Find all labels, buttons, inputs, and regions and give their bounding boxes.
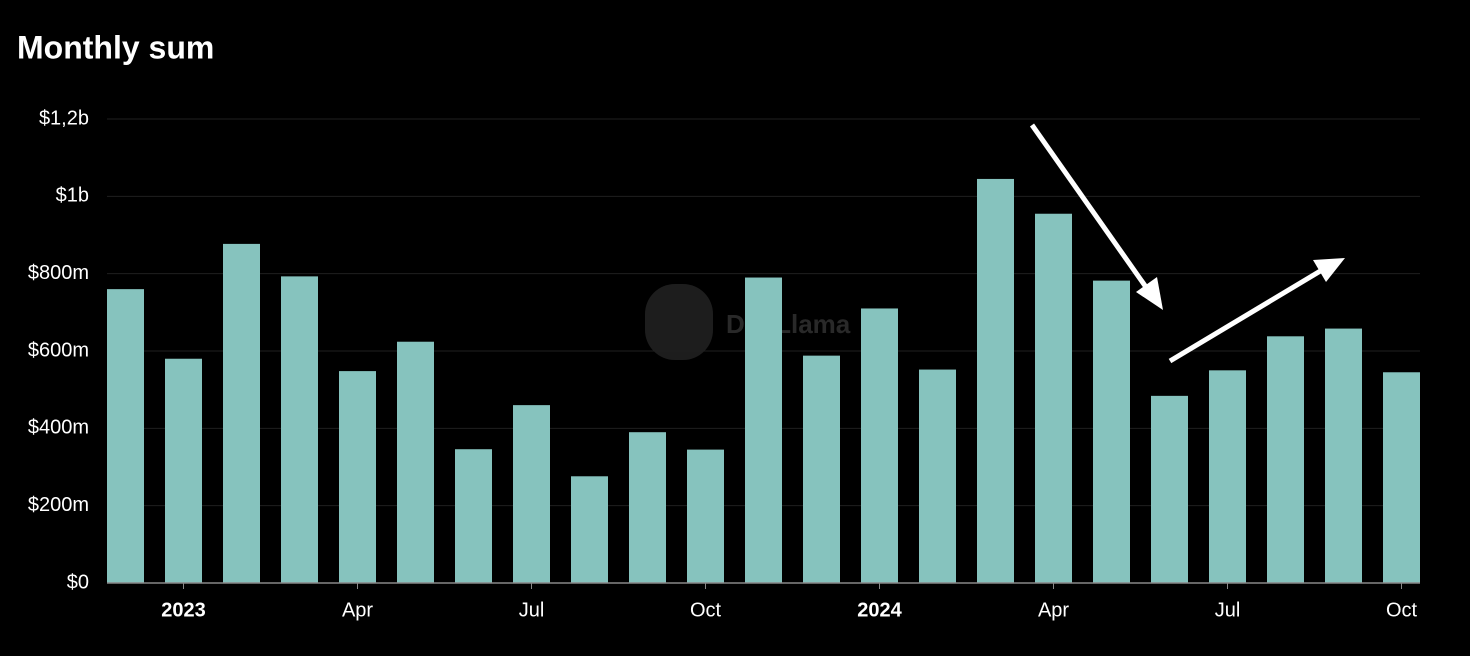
arrow-up — [1168, 267, 1324, 364]
watermark-text: DefiLlama — [726, 309, 851, 339]
arrow-head — [1136, 277, 1163, 310]
y-tick-label: $600m — [28, 339, 89, 361]
annotations — [1029, 123, 1345, 364]
x-tick-label: 2024 — [857, 599, 902, 621]
bar — [513, 405, 550, 583]
bar — [455, 449, 492, 583]
y-tick-label: $400m — [28, 417, 89, 439]
bar — [1325, 328, 1362, 583]
y-tick-label: $800m — [28, 262, 89, 284]
bar — [571, 476, 608, 583]
bar — [629, 432, 666, 583]
x-tick-label: Jul — [1215, 599, 1241, 621]
bar — [281, 276, 318, 583]
bar — [1093, 280, 1130, 583]
watermark-logo — [645, 284, 713, 360]
bar — [1035, 213, 1072, 583]
x-tick-label: Oct — [1386, 599, 1418, 621]
bar — [1209, 370, 1246, 583]
bar — [803, 355, 840, 583]
bar — [397, 341, 434, 583]
bar — [339, 371, 376, 583]
x-tick-label: 2023 — [161, 599, 206, 621]
bar — [745, 277, 782, 583]
y-tick-label: $1,2b — [39, 107, 89, 129]
arrow-down — [1029, 123, 1151, 292]
y-tick-label: $200m — [28, 494, 89, 516]
bar — [223, 243, 260, 584]
y-tick-label: $0 — [67, 571, 89, 593]
bar — [1267, 336, 1304, 583]
bar — [861, 308, 898, 583]
y-tick-label: $1b — [56, 185, 89, 207]
x-tick-label: Oct — [690, 599, 722, 621]
bar — [107, 289, 144, 583]
bar — [1151, 395, 1188, 583]
chart-title: Monthly sum — [17, 29, 214, 65]
bar — [165, 358, 202, 583]
x-tick-label: Jul — [519, 599, 545, 621]
bar — [977, 178, 1014, 583]
x-tick-label: Apr — [1038, 599, 1069, 621]
bar — [687, 449, 724, 583]
arrow-head — [1313, 258, 1345, 282]
bar — [919, 369, 956, 583]
bar — [1383, 372, 1420, 583]
x-tick-label: Apr — [342, 599, 373, 621]
plot: $0 $200m $400m $600m $800m $1b $1,2b 2023 Apr Jul… — [28, 107, 1420, 621]
